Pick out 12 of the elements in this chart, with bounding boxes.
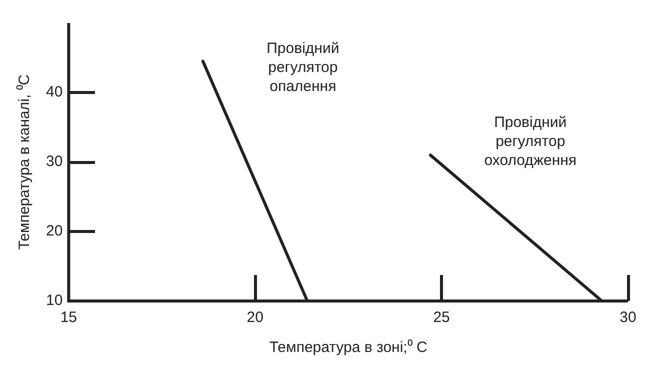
x-tick-label: 25: [433, 309, 450, 326]
y-tick-label: 40: [46, 84, 63, 101]
y-axis-title: Температура в каналі, ⁰C: [16, 74, 34, 250]
text: Провідний регулятор опалення: [266, 40, 340, 96]
y-tick-label: 30: [46, 153, 63, 170]
x-tick-label: 20: [246, 309, 264, 326]
y-tick-label: 20: [46, 222, 63, 240]
y-tick-label: 10: [46, 292, 63, 310]
x-tick-label: 15: [60, 309, 78, 326]
series-label: Провідний регулятор охолодження: [484, 114, 577, 170]
x-tick-label: 30: [620, 309, 636, 326]
x-axis-title: Температура в зоні;⁰ C: [269, 339, 428, 356]
